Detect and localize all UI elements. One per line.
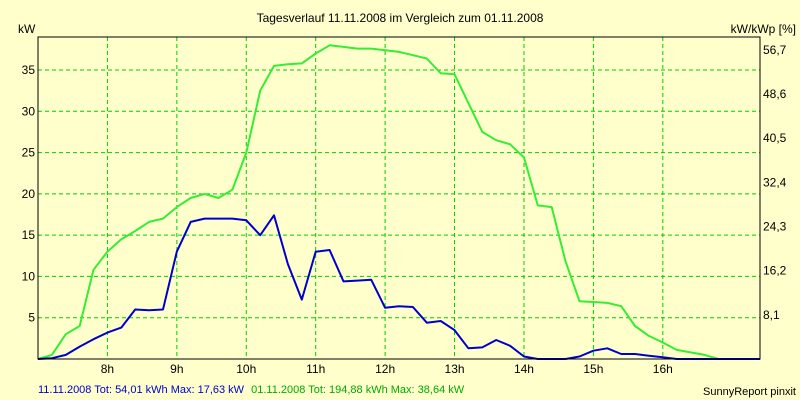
x-tick-label: 10h (236, 362, 256, 376)
footer-legend: 11.11.2008 Tot: 54,01 kWh Max: 17,63 kW … (38, 384, 465, 396)
x-tick-labels: 8h 9h 10h 11h 12h 13h 14h 15h 16h (101, 362, 673, 376)
y-axis-label-right: kW/kWp [%] (731, 22, 796, 36)
x-tick-label: 9h (170, 362, 183, 376)
right-tick-label: 32,4 (763, 175, 787, 189)
right-tick-label: 56,7 (763, 43, 787, 57)
series-line-11-11-2008 (37, 214, 760, 360)
left-tick-label: 5 (28, 311, 35, 325)
left-tick-label: 35 (22, 63, 36, 77)
x-tick-label: 13h (445, 362, 465, 376)
x-tick-label: 15h (583, 362, 603, 376)
grid (38, 37, 760, 359)
right-tick-label: 8,1 (763, 308, 780, 322)
x-tick-label: 12h (375, 362, 395, 376)
left-tick-label: 20 (22, 187, 36, 201)
left-tick-label: 15 (22, 228, 36, 242)
left-tick-label: 30 (22, 104, 36, 118)
legend-series-11-11-2008: 11.11.2008 Tot: 54,01 kWh Max: 17,63 kW (38, 384, 245, 396)
x-tick-label: 11h (306, 362, 325, 376)
x-tick-label: 16h (653, 362, 673, 376)
right-tick-label: 24,3 (763, 219, 787, 233)
right-tick-label: 48,6 (763, 87, 787, 101)
series-lines (37, 44, 760, 360)
left-tick-labels: 5 10 15 20 25 30 35 (22, 63, 36, 325)
series-line-01-11-2008 (37, 44, 760, 360)
legend-series-01-11-2008: 01.11.2008 Tot: 194,88 kWh Max: 38,64 kW (251, 384, 465, 396)
plot-frame (37, 36, 761, 360)
x-tick-label: 8h (101, 362, 114, 376)
right-tick-label: 16,2 (763, 264, 787, 278)
left-tick-label: 10 (22, 269, 36, 283)
y-axis-label-left: kW (18, 22, 36, 36)
right-tick-labels: 8,1 16,2 24,3 32,4 40,5 48,6 56,7 (763, 43, 787, 322)
right-tick-label: 40,5 (763, 131, 787, 145)
chart-title: Tagesverlauf 11.11.2008 im Vergleich zum… (257, 11, 544, 25)
x-tick-label: 14h (514, 362, 534, 376)
footer-credit: SunnyReport pinxit (703, 386, 796, 398)
left-tick-label: 25 (22, 146, 36, 160)
